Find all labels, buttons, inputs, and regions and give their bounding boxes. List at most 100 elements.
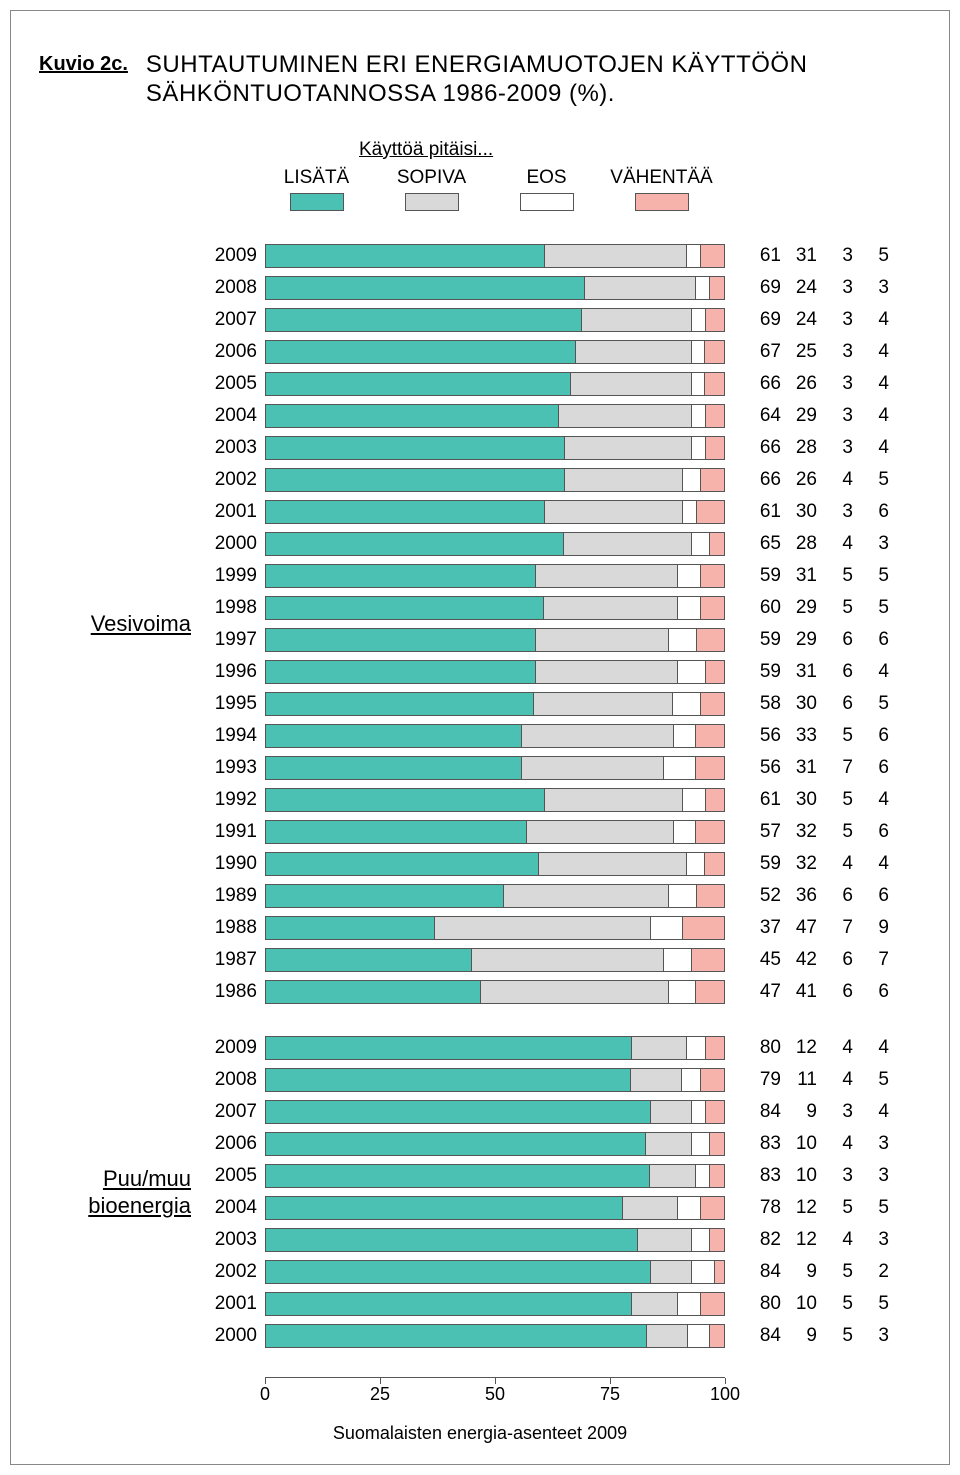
bar-row: 200084953: [199, 1321, 921, 1351]
bar-segment: [651, 917, 683, 939]
value-cell: 5: [853, 565, 889, 587]
value-cell: 4: [817, 469, 853, 491]
value-group: 563176: [745, 757, 889, 779]
bar-plot: [265, 1164, 725, 1188]
value-cell: 69: [745, 277, 781, 299]
bar-segment: [692, 1229, 710, 1251]
bar-segment: [266, 1229, 638, 1251]
value-cell: 59: [745, 853, 781, 875]
bar-row: 2009801244: [199, 1033, 921, 1063]
bar-segment: [266, 789, 545, 811]
bar-segment: [266, 821, 527, 843]
bar-segment: [266, 629, 536, 651]
bar-segment: [266, 1037, 632, 1059]
bar-plot: [265, 1036, 725, 1060]
stacked-bar: [265, 1196, 725, 1220]
bar-plot: [265, 404, 725, 428]
bar-segment: [692, 437, 706, 459]
legend-swatch: [635, 193, 689, 211]
value-cell: 31: [781, 565, 817, 587]
value-cell: 66: [745, 469, 781, 491]
stacked-bar: [265, 532, 725, 556]
bar-segment: [545, 789, 682, 811]
value-cell: 3: [853, 277, 889, 299]
bar-plot: [265, 1068, 725, 1092]
bar-segment: [692, 341, 706, 363]
year-label: 2006: [199, 341, 265, 363]
value-cell: 26: [781, 373, 817, 395]
bar-segment: [692, 1261, 715, 1283]
value-cell: 7: [817, 757, 853, 779]
value-group: 672534: [745, 341, 889, 363]
value-cell: 6: [817, 949, 853, 971]
legend-item: EOS: [489, 167, 604, 211]
value-cell: 25: [781, 341, 817, 363]
value-group: 642934: [745, 405, 889, 427]
value-cell: 57: [745, 821, 781, 843]
value-cell: 7: [817, 917, 853, 939]
value-cell: 12: [781, 1197, 817, 1219]
value-group: 692433: [745, 277, 889, 299]
bar-segment: [266, 469, 565, 491]
bar-segment: [678, 1197, 701, 1219]
value-group: 84934: [745, 1101, 889, 1123]
legend-row: LISÄTÄSOPIVAEOSVÄHENTÄÄ: [259, 167, 921, 211]
value-cell: 47: [781, 917, 817, 939]
value-cell: 59: [745, 629, 781, 651]
value-cell: 30: [781, 693, 817, 715]
value-cell: 5: [853, 1197, 889, 1219]
value-cell: 4: [817, 1069, 853, 1091]
bar-segment: [527, 821, 674, 843]
value-cell: 5: [853, 1293, 889, 1315]
value-cell: 6: [817, 981, 853, 1003]
value-cell: 66: [745, 373, 781, 395]
value-cell: 45: [745, 949, 781, 971]
value-cell: 3: [817, 437, 853, 459]
value-cell: 4: [853, 437, 889, 459]
bar-segment: [692, 1101, 706, 1123]
value-cell: 5: [853, 693, 889, 715]
bar-segment: [632, 1293, 678, 1315]
bar-segment: [701, 565, 724, 587]
bar-segment: [646, 1133, 692, 1155]
bar-segment: [266, 949, 472, 971]
bar-plot: [265, 916, 725, 940]
value-cell: 4: [817, 533, 853, 555]
stacked-bar: [265, 308, 725, 332]
bar-segment: [674, 821, 697, 843]
bar-segment: [673, 693, 701, 715]
bar-segment: [706, 437, 724, 459]
stacked-bar: [265, 1292, 725, 1316]
bar-segment: [696, 277, 710, 299]
bar-segment: [701, 1293, 724, 1315]
value-cell: 4: [853, 405, 889, 427]
bar-plot: [265, 884, 725, 908]
value-cell: 59: [745, 661, 781, 683]
value-group: 781255: [745, 1197, 889, 1219]
value-cell: 61: [745, 245, 781, 267]
year-label: 2009: [199, 1037, 265, 1059]
year-label: 1991: [199, 821, 265, 843]
value-cell: 47: [745, 981, 781, 1003]
year-label: 2004: [199, 1197, 265, 1219]
bar-row: 2005831033: [199, 1161, 921, 1191]
header-row: Kuvio 2c. SUHTAUTUMINEN ERI ENERGIAMUOTO…: [39, 51, 921, 109]
value-group: 613036: [745, 501, 889, 523]
stacked-bar: [265, 596, 725, 620]
value-cell: 6: [853, 821, 889, 843]
bar-row: 200284952: [199, 1257, 921, 1287]
bar-row: 2002662645: [199, 465, 921, 495]
value-group: 374779: [745, 917, 889, 939]
value-cell: 4: [853, 853, 889, 875]
legend-swatch: [405, 193, 459, 211]
bar-segment: [696, 725, 723, 747]
value-group: 592966: [745, 629, 889, 651]
bar-plot: [265, 468, 725, 492]
bar-segment: [696, 981, 723, 1003]
legend-label: EOS: [526, 167, 566, 189]
bar-plot: [265, 276, 725, 300]
bars-column: 2009801244200879114520078493420068310432…: [199, 1033, 921, 1353]
bar-segment: [266, 661, 536, 683]
value-cell: 11: [781, 1069, 817, 1091]
bar-segment: [266, 309, 582, 331]
